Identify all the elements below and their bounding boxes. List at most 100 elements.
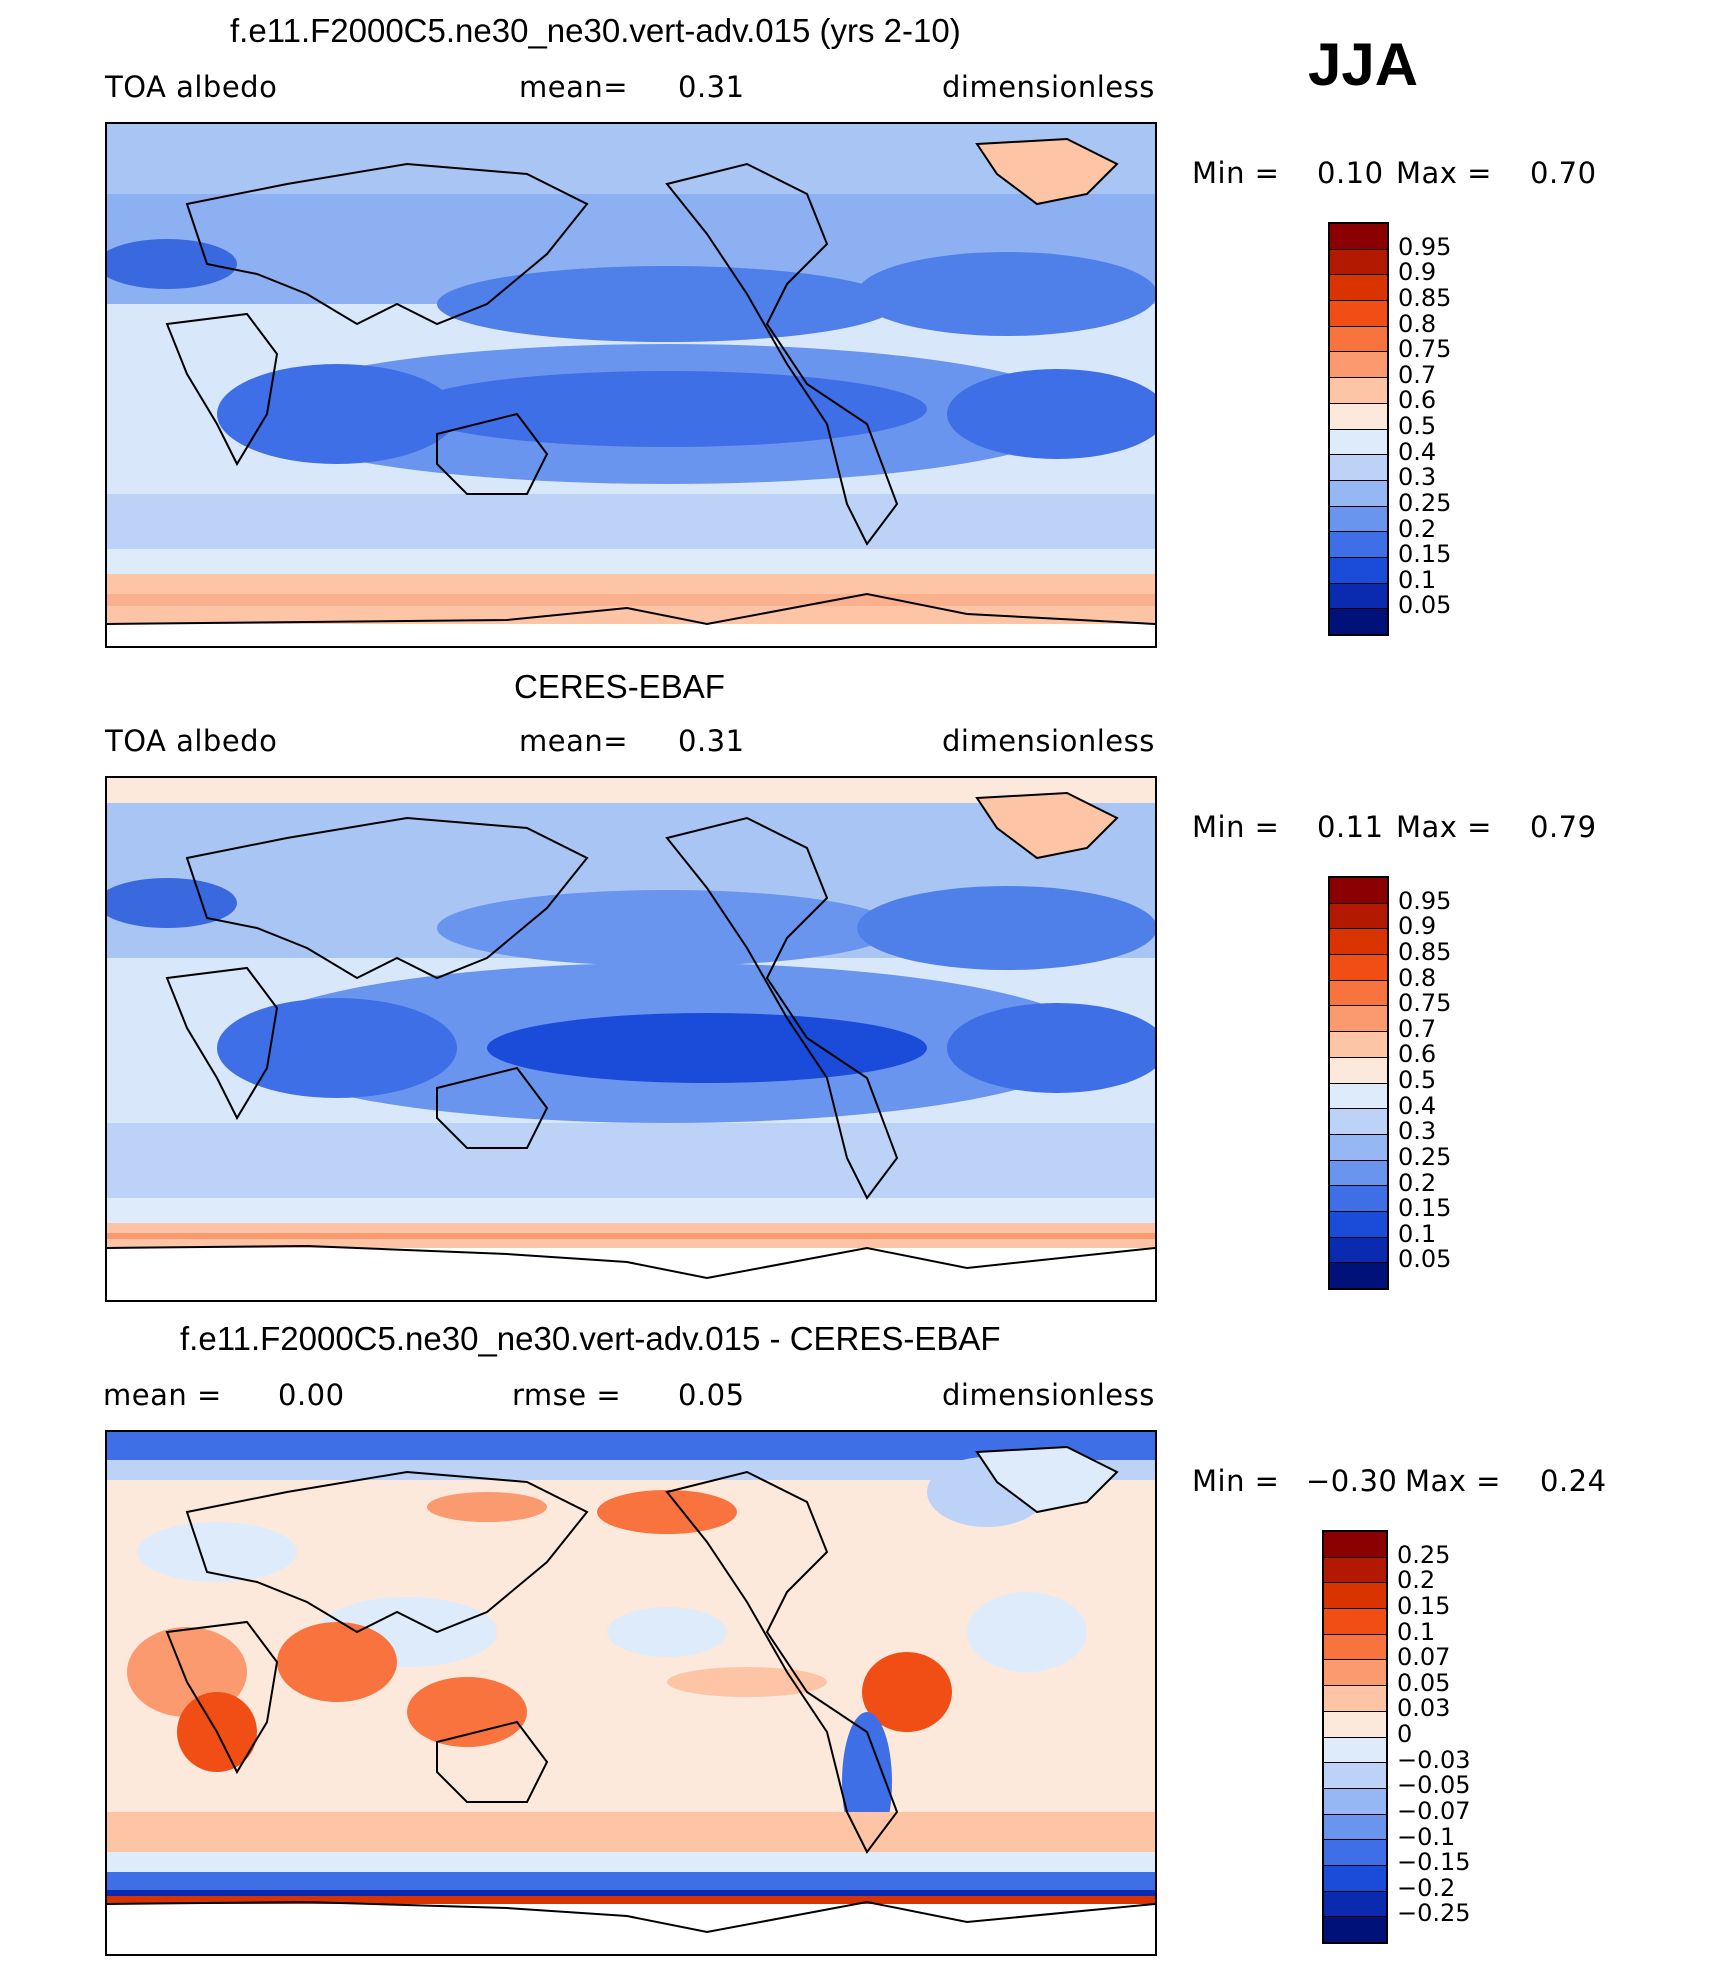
colorbar-segment (1330, 506, 1387, 533)
colorbar-tick-label: 0.2 (1397, 1566, 1436, 1595)
colorbar-segment (1324, 1840, 1386, 1866)
colorbar-segment (1330, 224, 1387, 250)
colorbar-tick-label: 0.05 (1398, 1245, 1452, 1274)
colorbar-segment (1330, 532, 1387, 558)
panel-1-max-value: 0.70 (1530, 156, 1597, 190)
colorbar-segment (1324, 1557, 1386, 1584)
colorbar-segment (1330, 378, 1387, 404)
panel-3-min-value: −0.30 (1306, 1464, 1398, 1498)
panel-3-title: f.e11.F2000C5.ne30_ne30.vert-adv.015 - C… (180, 1320, 1001, 1357)
colorbar-segment (1330, 429, 1387, 456)
colorbar-segment (1330, 352, 1387, 379)
panel-2-variable-label: TOA albedo (105, 724, 278, 758)
panel-2-min-key: Min = (1192, 810, 1280, 844)
colorbar-segment (1330, 1211, 1387, 1238)
colorbar-tick-label: 0.07 (1397, 1643, 1451, 1672)
panel-2-min-value: 0.11 (1317, 810, 1384, 844)
colorbar-tick-label: 0.9 (1398, 258, 1437, 287)
panel-3-mean-key: mean = (103, 1378, 222, 1412)
colorbar-segment (1330, 1006, 1387, 1033)
panel-3-rmse-key: rmse = (512, 1378, 622, 1412)
colorbar-segment (1330, 403, 1387, 430)
colorbar-segment (1330, 980, 1387, 1007)
colorbar-tick-label: 0.8 (1398, 963, 1437, 992)
panel-1-mean-key: mean= (519, 70, 629, 104)
colorbar-segment (1324, 1763, 1386, 1789)
colorbar-segment (1330, 326, 1387, 353)
panel-3-max-value: 0.24 (1540, 1464, 1607, 1498)
colorbar-tick-label: 0.4 (1398, 1091, 1437, 1120)
colorbar-tick-label: −0.03 (1397, 1745, 1471, 1774)
colorbar-tick-label: 0.15 (1398, 540, 1452, 569)
colorbar-tick-label: 0.6 (1398, 386, 1437, 415)
colorbar-tick-label: −0.15 (1397, 1848, 1471, 1877)
colorbar-segment (1324, 1583, 1386, 1610)
colorbar-tick-label: −0.1 (1397, 1822, 1456, 1851)
colorbar-tick-label: 0.8 (1398, 309, 1437, 338)
colorbar-segment (1330, 301, 1387, 327)
colorbar-segment (1330, 1263, 1387, 1288)
panel-3-max-key: Max = (1405, 1464, 1501, 1498)
colorbar-tick-label: 0.15 (1397, 1591, 1451, 1620)
panel-3-units: dimensionless (942, 1378, 1155, 1412)
colorbar-segment (1330, 1109, 1387, 1135)
colorbar-tick-label: 0.75 (1398, 989, 1452, 1018)
colorbar-segment (1330, 1160, 1387, 1187)
colorbar-segment (1324, 1737, 1386, 1764)
colorbar-segment (1330, 878, 1387, 904)
colorbar-tick-label: 0.9 (1398, 912, 1437, 941)
panel-3-map-canvas (107, 1432, 1155, 1954)
colorbar-tick-label: 0.85 (1398, 937, 1452, 966)
colorbar-tick-label: 0.25 (1397, 1540, 1451, 1569)
panel-1-max-key: Max = (1396, 156, 1492, 190)
panel-1-colorbar (1328, 222, 1389, 636)
colorbar-segment (1330, 955, 1387, 981)
colorbar-tick-label: 0.7 (1398, 1014, 1437, 1043)
colorbar-segment (1324, 1711, 1386, 1738)
colorbar-tick-label: 0.15 (1398, 1194, 1452, 1223)
colorbar-tick-label: 0.75 (1398, 335, 1452, 364)
panel-1-title: f.e11.F2000C5.ne30_ne30.vert-adv.015 (yr… (230, 12, 961, 49)
panel-2-mean-value: 0.31 (678, 724, 745, 758)
colorbar-tick-label: 0.95 (1398, 886, 1452, 915)
colorbar-tick-label: 0.05 (1397, 1668, 1451, 1697)
colorbar-tick-label: −0.07 (1397, 1796, 1471, 1825)
colorbar-segment (1330, 1237, 1387, 1264)
colorbar-segment (1324, 1686, 1386, 1712)
colorbar-tick-label: 0.2 (1398, 1168, 1437, 1197)
season-label: JJA (1308, 31, 1419, 98)
colorbar-segment (1330, 275, 1387, 302)
colorbar-segment (1330, 1186, 1387, 1212)
panel-1-min-key: Min = (1192, 156, 1280, 190)
colorbar-segment (1324, 1788, 1386, 1815)
colorbar-tick-label: 0.85 (1398, 283, 1452, 312)
panel-2-mean-key: mean= (519, 724, 629, 758)
colorbar-tick-label: 0.5 (1398, 412, 1437, 440)
colorbar-tick-label: 0.1 (1398, 1219, 1437, 1248)
panel-2-max-key: Max = (1396, 810, 1492, 844)
colorbar-segment (1330, 609, 1387, 634)
colorbar-tick-label: 0.1 (1398, 565, 1437, 594)
panel-2-title: CERES-EBAF (514, 668, 725, 705)
panel-2-units: dimensionless (942, 724, 1155, 758)
colorbar-segment (1330, 903, 1387, 930)
panel-3-colorbar (1322, 1530, 1388, 1944)
colorbar-segment (1330, 1032, 1387, 1058)
colorbar-tick-label: −0.25 (1397, 1899, 1471, 1928)
colorbar-segment (1324, 1814, 1386, 1841)
colorbar-segment (1324, 1865, 1386, 1892)
colorbar-segment (1330, 1057, 1387, 1084)
colorbar-tick-label: 0.3 (1398, 1117, 1437, 1146)
colorbar-tick-label: 0.5 (1398, 1066, 1437, 1094)
panel-1-min-value: 0.10 (1317, 156, 1384, 190)
colorbar-tick-label: 0.1 (1397, 1617, 1436, 1646)
colorbar-segment (1330, 1083, 1387, 1110)
colorbar-segment (1324, 1634, 1386, 1661)
colorbar-segment (1330, 249, 1387, 276)
colorbar-segment (1330, 583, 1387, 610)
colorbar-tick-label: 0 (1397, 1720, 1413, 1748)
panel-1-variable-label: TOA albedo (105, 70, 278, 104)
panel-3-min-key: Min = (1192, 1464, 1280, 1498)
colorbar-tick-label: 0.2 (1398, 514, 1437, 543)
panel-1-units: dimensionless (942, 70, 1155, 104)
